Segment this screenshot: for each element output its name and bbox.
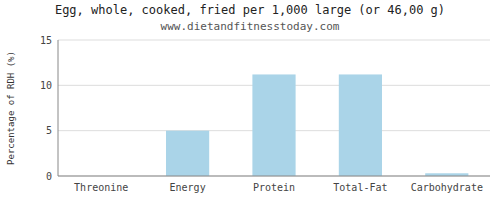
y-tick-label: 0 <box>46 171 52 182</box>
grid-line <box>58 176 490 177</box>
y-tick-label: 5 <box>46 125 52 136</box>
x-tick-label: Protein <box>253 182 295 193</box>
x-tick-label: Carbohydrate <box>411 182 483 193</box>
bar <box>339 74 382 176</box>
bars <box>166 74 468 176</box>
y-tick-label: 15 <box>40 35 52 46</box>
grid <box>58 40 490 176</box>
chart: Egg, whole, cooked, fried per 1,000 larg… <box>0 0 500 200</box>
y-axis-label: Percentage of RDH (%) <box>6 51 16 165</box>
y-axis-line <box>58 40 59 176</box>
bar <box>252 74 295 176</box>
x-tick-label: Total-Fat <box>333 182 387 193</box>
x-axis-line <box>58 176 490 177</box>
title: Egg, whole, cooked, fried per 1,000 larg… <box>55 3 445 17</box>
chart-container: Egg, whole, cooked, fried per 1,000 larg… <box>0 0 500 200</box>
background <box>0 0 500 200</box>
subtitle: www.dietandfitnesstoday.com <box>161 20 340 33</box>
x-tick-label: Threonine <box>74 182 128 193</box>
x-tick-label: Energy <box>170 182 206 193</box>
grid-line <box>58 40 490 41</box>
bar <box>166 131 209 176</box>
y-tick-label: 10 <box>40 80 52 91</box>
